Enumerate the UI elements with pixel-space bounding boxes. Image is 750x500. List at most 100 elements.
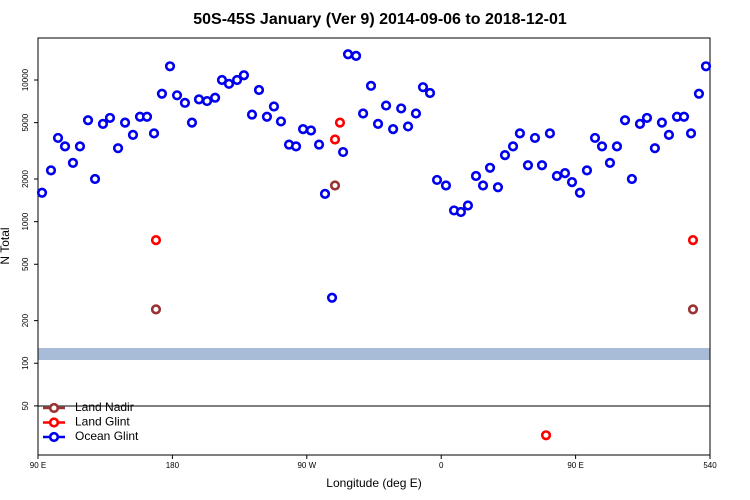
data-point	[127, 129, 139, 140]
data-point	[326, 292, 338, 303]
data-point	[141, 111, 153, 122]
data-point	[499, 149, 511, 161]
data-point	[150, 304, 162, 315]
data-point	[574, 187, 586, 198]
data-point	[529, 132, 541, 144]
data-point	[97, 118, 109, 129]
data-point	[319, 188, 331, 199]
y-tick-label: 200	[21, 313, 30, 327]
data-point	[357, 108, 369, 119]
y-tick-label: 1000	[21, 212, 30, 230]
data-point	[641, 112, 653, 124]
data-point	[380, 100, 392, 111]
data-point	[275, 116, 287, 127]
data-point	[424, 87, 436, 99]
data-point	[305, 125, 317, 136]
y-tick-label: 2000	[21, 170, 30, 188]
y-tick-label: 100	[21, 356, 30, 370]
data-point	[313, 139, 325, 150]
data-point	[410, 108, 422, 119]
data-point	[604, 157, 616, 168]
data-point	[440, 180, 452, 191]
legend-label: Land Nadir	[75, 400, 134, 414]
data-point	[626, 173, 637, 185]
data-point	[589, 132, 601, 144]
data-point	[36, 187, 48, 198]
data-point	[634, 118, 646, 129]
legend-marker	[48, 402, 60, 414]
legend-marker	[48, 431, 60, 443]
x-tick-label: 0	[439, 461, 444, 470]
data-point	[455, 206, 467, 218]
y-tick-label: 500	[21, 257, 30, 271]
data-point	[193, 94, 205, 105]
data-point	[261, 111, 273, 122]
data-point	[297, 124, 309, 135]
data-point	[372, 118, 384, 129]
x-tick-label: 90 W	[297, 461, 316, 470]
data-point	[231, 74, 243, 86]
data-point	[566, 177, 578, 188]
x-tick-label: 540	[703, 461, 717, 470]
data-point	[687, 235, 699, 246]
data-point	[492, 182, 504, 193]
x-axis-label: Longitude (deg E)	[326, 476, 421, 490]
data-point	[329, 180, 341, 191]
x-tick-label: 180	[166, 461, 180, 470]
y-tick-label: 50	[21, 401, 30, 410]
data-point	[223, 78, 235, 89]
plot-frame	[37, 37, 711, 456]
data-point	[179, 97, 191, 108]
data-point	[104, 112, 116, 124]
x-tick-label: 90 E	[30, 461, 46, 470]
data-point	[89, 173, 101, 185]
data-point	[268, 101, 280, 112]
data-point	[201, 95, 213, 107]
data-point	[342, 49, 354, 60]
data-point	[365, 80, 377, 91]
y-tick-label: 5000	[21, 113, 30, 131]
data-point	[551, 170, 563, 182]
shaded-band	[38, 348, 710, 360]
data-point	[396, 103, 407, 114]
data-point	[559, 168, 571, 179]
data-point	[148, 128, 160, 139]
data-point	[470, 170, 482, 182]
data-point	[45, 165, 57, 176]
data-point	[337, 146, 349, 158]
data-point	[687, 304, 699, 315]
data-point	[596, 141, 608, 152]
data-point	[67, 157, 79, 168]
data-point	[581, 165, 593, 176]
data-point	[417, 82, 429, 93]
data-point	[522, 160, 534, 171]
data-point	[246, 109, 258, 120]
data-point	[477, 180, 489, 191]
data-point	[253, 84, 265, 96]
data-point	[164, 61, 176, 72]
data-point	[402, 121, 414, 132]
data-point	[350, 50, 362, 62]
data-point	[685, 128, 697, 139]
legend-marker	[48, 417, 60, 428]
data-point	[536, 160, 548, 171]
data-point	[663, 129, 675, 140]
y-tick-label: 10000	[21, 68, 30, 91]
data-point	[171, 90, 183, 101]
data-point	[484, 162, 496, 173]
data-point	[700, 61, 712, 72]
data-point	[678, 111, 690, 122]
data-point	[514, 128, 525, 139]
data-point	[112, 143, 124, 154]
data-point	[540, 430, 552, 441]
legend-label: Ocean Glint	[75, 429, 139, 443]
data-point	[544, 128, 556, 139]
data-point	[693, 88, 705, 99]
data-point	[150, 235, 162, 246]
data-point	[462, 200, 474, 211]
legend-label: Land Glint	[75, 415, 130, 429]
data-point	[388, 124, 399, 135]
data-point	[52, 132, 64, 144]
data-point	[210, 92, 221, 103]
